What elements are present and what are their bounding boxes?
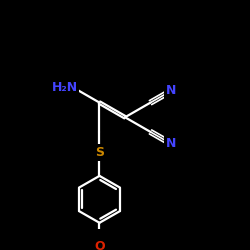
Text: H₂N: H₂N bbox=[52, 82, 78, 94]
Text: N: N bbox=[166, 137, 176, 150]
Text: N: N bbox=[166, 84, 176, 98]
Text: O: O bbox=[94, 240, 105, 250]
Text: S: S bbox=[95, 146, 104, 159]
